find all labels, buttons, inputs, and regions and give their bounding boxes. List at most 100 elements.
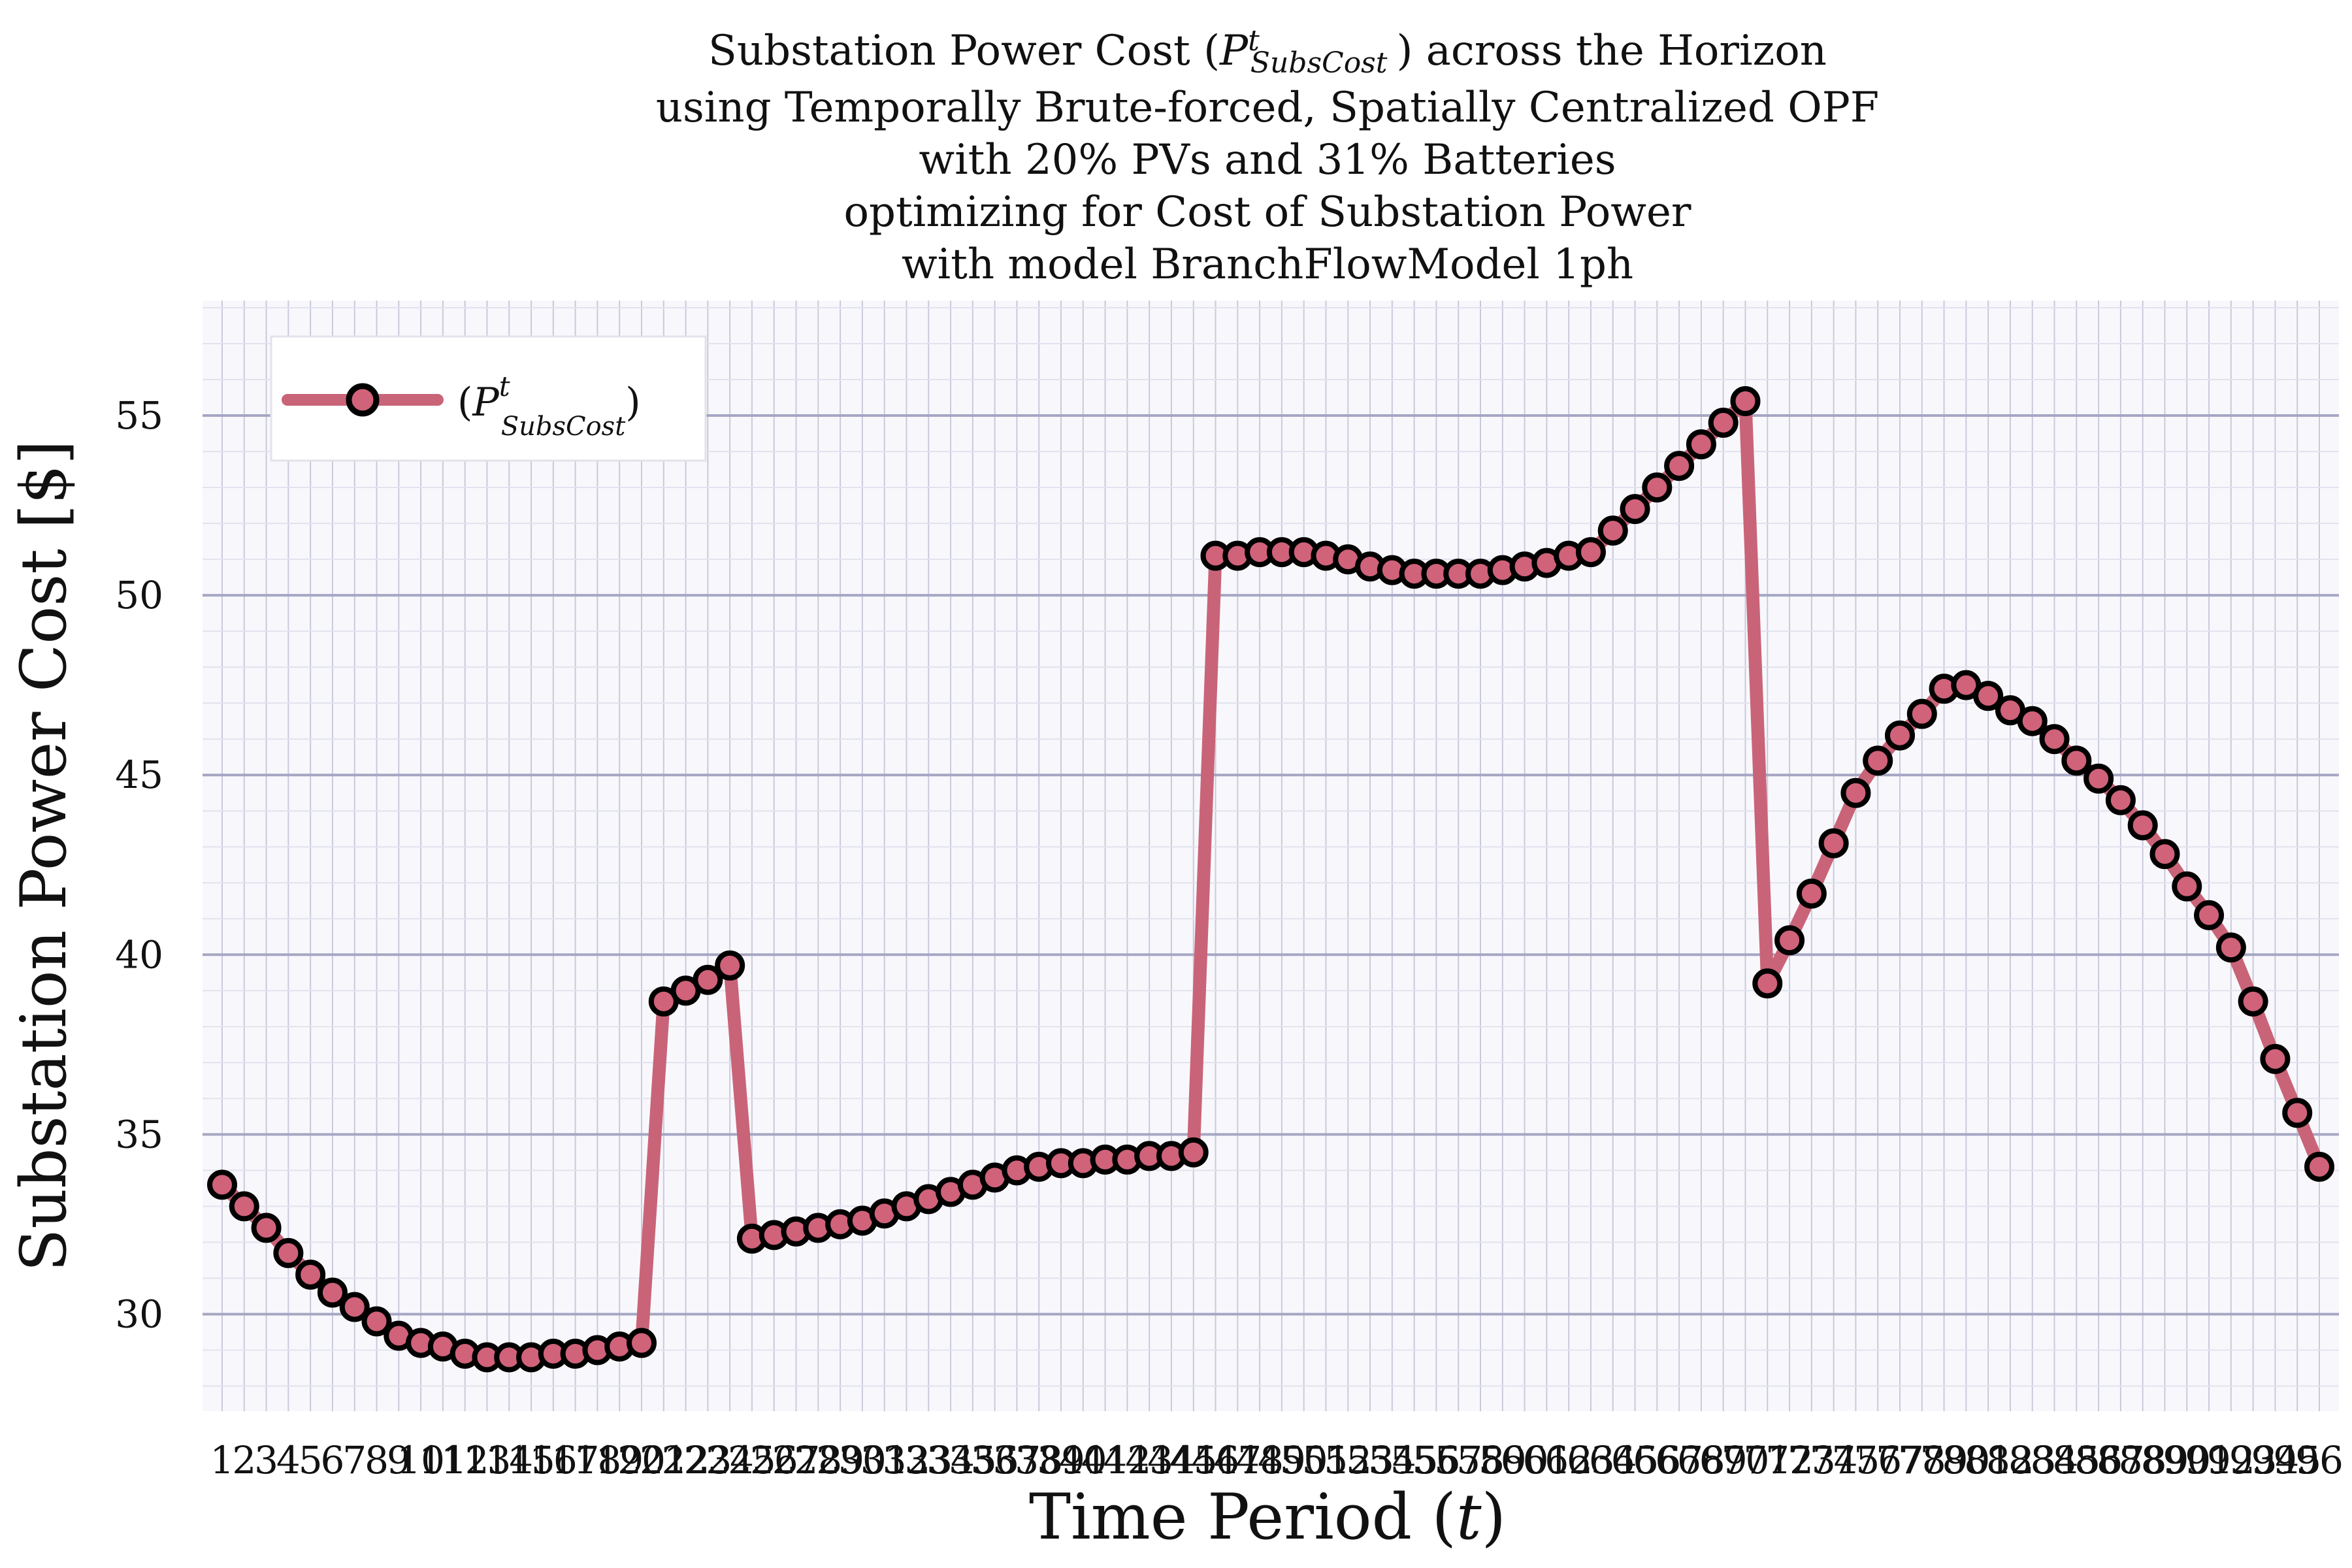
x-tick-label: 26 — [750, 1438, 798, 1482]
data-point — [2215, 932, 2246, 963]
x-tick-label: 95 — [2273, 1438, 2321, 1482]
y-tick-label: 40 — [115, 932, 163, 977]
data-point — [2105, 785, 2136, 815]
data-point — [1796, 878, 1827, 909]
x-tick-label: 27 — [772, 1438, 821, 1482]
x-tick-label: 15 — [507, 1438, 555, 1482]
data-point — [1973, 681, 2004, 711]
x-tick-label: 5 — [299, 1438, 323, 1482]
x-tick-label: 63 — [1567, 1438, 1615, 1482]
x-tick-label: 16 — [529, 1438, 578, 1482]
x-tick-label: 55 — [1390, 1438, 1439, 1482]
x-tick-label: 77 — [1876, 1438, 1924, 1482]
x-tick-label: 50 — [1280, 1438, 1328, 1482]
data-point — [1178, 1137, 1209, 1168]
x-tick-label: 31 — [860, 1438, 909, 1482]
x-tick-label: 70 — [1722, 1438, 1770, 1482]
data-point — [1818, 828, 1849, 858]
x-tick-label: 85 — [2052, 1438, 2100, 1482]
x-tick-label: 19 — [595, 1438, 644, 1482]
x-tick-label: 1 — [210, 1438, 235, 1482]
data-point — [1906, 698, 1937, 729]
data-point — [207, 1169, 237, 1200]
x-tick-label: 75 — [1832, 1438, 1880, 1482]
data-point — [317, 1277, 348, 1308]
data-point — [361, 1306, 392, 1337]
x-tick-label: 94 — [2251, 1438, 2300, 1482]
data-point — [1708, 408, 1739, 438]
y-tick-label: 30 — [115, 1292, 163, 1336]
title-line-4: optimizing for Cost of Substation Power — [843, 188, 1691, 237]
data-point — [2149, 839, 2180, 870]
data-point — [1642, 472, 1673, 503]
x-tick-label: 71 — [1743, 1438, 1791, 1482]
data-point — [2017, 706, 2048, 736]
x-tick-label: 41 — [1081, 1438, 1130, 1482]
data-point — [1774, 925, 1805, 956]
data-point — [273, 1237, 304, 1268]
x-tick-label: 45 — [1169, 1438, 1218, 1482]
x-tick-label: 11 — [419, 1438, 467, 1482]
y-tick-label: 45 — [115, 753, 163, 797]
x-tick-label: 68 — [1677, 1438, 1725, 1482]
data-point — [715, 950, 745, 981]
x-tick-label: 90 — [2163, 1438, 2211, 1482]
x-tick-label: 61 — [1522, 1438, 1571, 1482]
x-tick-label: 56 — [1413, 1438, 1461, 1482]
x-tick-label: 81 — [1964, 1438, 2012, 1482]
x-tick-label: 48 — [1235, 1438, 1284, 1482]
y-tick-labels: 30 35 40 45 50 55 — [115, 393, 163, 1336]
data-point — [1620, 494, 1650, 525]
x-tick-label: 46 — [1192, 1438, 1240, 1482]
data-point — [2194, 900, 2225, 930]
title-line-2: using Temporally Brute-forced, Spatially… — [655, 84, 1880, 132]
x-tick-label: 24 — [706, 1438, 754, 1482]
x-axis-label: Time Period (t) — [1029, 1480, 1506, 1554]
x-tick-label: 74 — [1810, 1438, 1858, 1482]
x-tick-label: 64 — [1589, 1438, 1637, 1482]
data-point — [251, 1213, 282, 1243]
x-tick-label: 84 — [2031, 1438, 2079, 1482]
x-tick-label: 53 — [1346, 1438, 1394, 1482]
x-tick-label: 60 — [1501, 1438, 1549, 1482]
x-tick-label: 33 — [904, 1438, 953, 1482]
x-tick-label: 87 — [2097, 1438, 2145, 1482]
x-tick-label: 14 — [485, 1438, 533, 1482]
x-tick-label: 89 — [2141, 1438, 2189, 1482]
x-tick-label: 18 — [574, 1438, 622, 1482]
x-tick-label: 25 — [728, 1438, 776, 1482]
data-point — [2127, 810, 2158, 841]
data-point — [627, 1328, 657, 1358]
data-point — [2304, 1151, 2334, 1182]
x-tick-label: 2 — [232, 1438, 256, 1482]
x-tick-label: 80 — [1942, 1438, 1990, 1482]
data-point — [1686, 429, 1716, 460]
x-tick-label: 66 — [1633, 1438, 1681, 1482]
legend: (Pt SubsCost) — [270, 335, 707, 462]
x-tick-label: 35 — [949, 1438, 997, 1482]
x-tick-label: 86 — [2074, 1438, 2123, 1482]
x-tick-label: 96 — [2295, 1438, 2344, 1482]
y-tick-label: 50 — [115, 573, 163, 617]
data-point — [2039, 724, 2070, 755]
data-point — [2238, 986, 2268, 1017]
title-line-1: Substation Power Cost (PtSubsCost) acros… — [708, 24, 1827, 80]
title-line-5: with model BranchFlowModel 1ph — [901, 240, 1634, 289]
data-point — [1863, 745, 1893, 776]
x-tick-label: 65 — [1611, 1438, 1659, 1482]
x-tick-label: 58 — [1456, 1438, 1505, 1482]
x-tick-label: 92 — [2207, 1438, 2255, 1482]
data-point — [2260, 1043, 2291, 1074]
x-tick-label: 42 — [1103, 1438, 1151, 1482]
data-point — [1730, 386, 1761, 417]
x-tick-label: 73 — [1788, 1438, 1836, 1482]
data-point — [1885, 720, 1915, 751]
x-tick-label: 59 — [1478, 1438, 1527, 1482]
x-tick-label: 32 — [883, 1438, 931, 1482]
x-tick-labels: 1234567891011121314151617181920212223242… — [210, 1438, 2344, 1482]
x-tick-label: 34 — [926, 1438, 975, 1482]
data-point — [693, 964, 723, 995]
x-tick-label: 43 — [1125, 1438, 1173, 1482]
x-tick-label: 88 — [2119, 1438, 2167, 1482]
